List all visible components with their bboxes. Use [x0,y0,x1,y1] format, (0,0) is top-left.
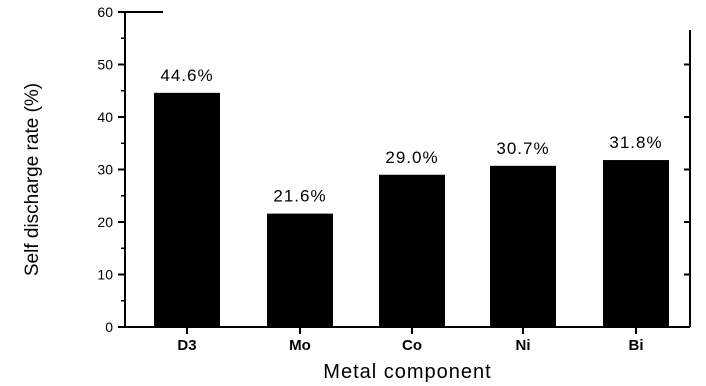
y-axis-title: Self discharge rate (%) [22,83,43,276]
data-label-ni: 30.7% [496,139,549,158]
data-label-bi: 31.8% [609,133,662,152]
x-tick-label-mo: Mo [289,337,311,354]
bar-bi [603,160,669,327]
data-label-mo: 21.6% [273,187,326,206]
y-tick-label-40: 40 [97,109,113,125]
bars: 44.6% 21.6% 29.0% 30.7% 31.8% [154,66,669,327]
y-tick-label-20: 20 [97,214,113,230]
x-axis-title: Metal component [323,361,491,383]
x-ticks: D3 Mo Co Ni Bi [177,327,644,354]
bar-mo [267,213,333,327]
data-label-d3: 44.6% [160,66,213,85]
bar-co [379,174,445,327]
y-tick-label-30: 30 [97,162,113,178]
y-ticks: 0 10 20 30 40 50 60 [97,4,690,335]
y-tick-label-0: 0 [105,319,113,335]
y-tick-label-10: 10 [97,267,113,283]
bar-ni [490,165,556,327]
x-tick-label-co: Co [402,337,422,354]
y-tick-label-60: 60 [97,4,113,20]
bar-d3 [154,92,220,327]
x-tick-label-d3: D3 [177,337,196,354]
y-tick-label-50: 50 [97,57,113,73]
data-label-co: 29.0% [385,148,438,167]
x-tick-label-bi: Bi [629,337,644,354]
x-tick-label-ni: Ni [516,337,531,354]
